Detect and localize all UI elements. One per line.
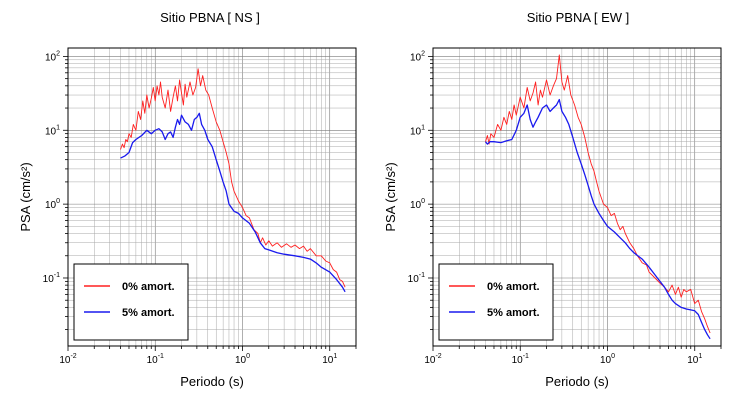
x-axis-label: Periodo (s) (180, 374, 244, 389)
y-axis-label: PSA (cm/s²) (18, 162, 33, 231)
chart-ns: Sitio PBNA [ NS ] 10-2 10-1 100 101 10-1 100 1… (18, 10, 357, 389)
series-line-damping-0 (120, 68, 346, 288)
legend-box (73, 263, 189, 341)
y-tick-label: 101 (410, 124, 425, 137)
legend-label: 5% amort. (487, 307, 540, 319)
series-line-damping-5 (484, 98, 711, 340)
x-tick-label: 101 (322, 353, 337, 366)
series-line-damping-5 (120, 112, 346, 293)
legend-box (438, 263, 554, 341)
y-tick-label: 10-1 (408, 272, 425, 285)
x-tick-label: 10-1 (512, 353, 529, 366)
x-axis-label: Periodo (s) (545, 374, 609, 389)
chart-title: Sitio PBNA [ NS ] (160, 10, 260, 25)
x-tick-label: 101 (687, 353, 702, 366)
grid (67, 48, 357, 346)
y-tick-label: 102 (45, 50, 60, 63)
chart-title: Sitio PBNA [ EW ] (527, 10, 630, 25)
y-tick-label: 102 (410, 50, 425, 63)
legend-label: 0% amort. (122, 281, 175, 293)
y-tick-label: 100 (45, 198, 60, 211)
x-tick-label: 10-2 (59, 353, 76, 366)
plot-frame (67, 47, 357, 347)
plot-frame (432, 47, 722, 347)
y-axis-label: PSA (cm/s²) (383, 162, 398, 231)
y-tick-label: 100 (410, 198, 425, 211)
y-tick-label: 10-1 (43, 272, 60, 285)
series-line-damping-0 (485, 54, 711, 334)
legend-label: 0% amort. (487, 281, 540, 293)
plot-area (120, 68, 346, 293)
legend-label: 5% amort. (122, 307, 175, 319)
chart-ew: Sitio PBNA [ EW ] 10-2 10-1 100 101 10-1 100 1… (383, 10, 722, 389)
x-tick-label: 10-2 (424, 353, 441, 366)
x-tick-label: 100 (235, 353, 250, 366)
legend: 0% amort. 5% amort. (438, 263, 554, 341)
legend: 0% amort. 5% amort. (73, 263, 189, 341)
x-tick-label: 100 (600, 353, 615, 366)
y-tick-label: 101 (45, 124, 60, 137)
x-tick-label: 10-1 (147, 353, 164, 366)
plot-area (484, 54, 711, 340)
